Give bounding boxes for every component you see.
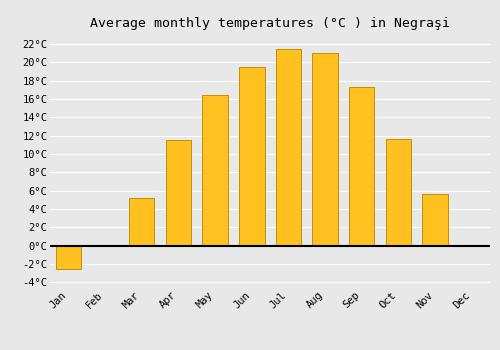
- Bar: [349, 87, 374, 246]
- Bar: [422, 194, 448, 246]
- Bar: [202, 94, 228, 246]
- Bar: [129, 198, 154, 246]
- Bar: [312, 53, 338, 246]
- Bar: [56, 246, 81, 269]
- Bar: [276, 49, 301, 246]
- Bar: [386, 139, 411, 246]
- Title: Average monthly temperatures (°C ) in Negraşi: Average monthly temperatures (°C ) in Ne…: [90, 17, 450, 30]
- Bar: [239, 67, 264, 246]
- Bar: [166, 140, 191, 246]
